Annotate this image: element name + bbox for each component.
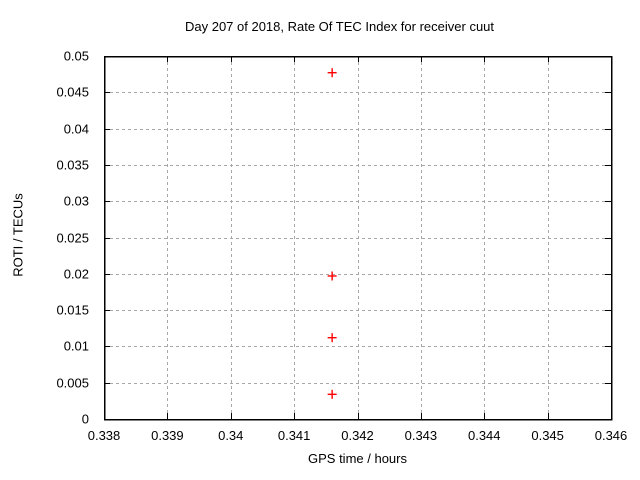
y-tick-label: 0.035 xyxy=(56,157,89,173)
y-tick-label: 0.045 xyxy=(56,84,89,100)
plot-border xyxy=(103,55,613,421)
x-tick-label: 0.345 xyxy=(531,428,564,443)
y-tick-label: 0.01 xyxy=(63,338,89,354)
x-tick-label: 0.346 xyxy=(594,428,628,443)
x-tick-label: 0.344 xyxy=(467,428,501,443)
y-tick-label: 0.005 xyxy=(56,375,89,391)
y-tick-label: 0 xyxy=(81,411,89,427)
x-tick-label: 0.343 xyxy=(404,428,438,443)
y-tick-label: 0.04 xyxy=(63,121,89,137)
y-tick-label: 0.05 xyxy=(63,48,89,64)
y-tick-label: 0.03 xyxy=(63,193,89,209)
x-tick-label: 0.34 xyxy=(218,428,244,443)
chart-title: Day 207 of 2018, Rate Of TEC Index for r… xyxy=(184,19,495,34)
x-tick-label: 0.342 xyxy=(341,428,374,443)
x-axis-label: GPS time / hours xyxy=(308,451,407,466)
x-tick-label: 0.341 xyxy=(277,428,311,443)
y-tick-label: 0.02 xyxy=(63,266,89,282)
y-tick-label: 0.025 xyxy=(56,230,89,245)
x-tick-label: 0.338 xyxy=(87,428,121,443)
x-tick-label: 0.339 xyxy=(151,428,184,443)
y-tick-label: 0.015 xyxy=(56,302,89,318)
